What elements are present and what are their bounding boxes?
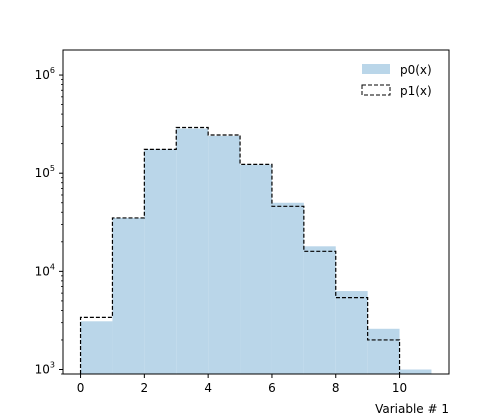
p1-step-line bbox=[79, 126, 401, 374]
p0-bar bbox=[176, 128, 209, 374]
x-tick-label: 4 bbox=[204, 381, 212, 395]
p0-bar bbox=[271, 202, 304, 374]
p0-bar bbox=[303, 246, 336, 374]
legend-label-p1: p1(x) bbox=[400, 84, 432, 98]
p0-bar bbox=[80, 321, 113, 374]
y-tick-label: 106 bbox=[35, 66, 55, 82]
x-tick-label: 2 bbox=[141, 381, 149, 395]
y-tick-label: 103 bbox=[35, 361, 55, 377]
x-tick-label: 0 bbox=[77, 381, 85, 395]
legend-label-p0: p0(x) bbox=[400, 63, 432, 77]
x-axis-label: Variable # 1 bbox=[375, 402, 449, 416]
x-tick-label: 10 bbox=[392, 381, 407, 395]
p0-bar bbox=[399, 369, 432, 374]
x-tick-label: 8 bbox=[332, 381, 340, 395]
y-tick-label: 105 bbox=[35, 164, 55, 180]
x-axis: 0 2 4 6 8 10 bbox=[77, 374, 407, 395]
y-tick-label: 104 bbox=[35, 262, 55, 278]
p0-bar bbox=[240, 164, 272, 374]
p0-bar bbox=[144, 149, 177, 374]
legend-swatch-p1 bbox=[361, 84, 391, 96]
legend: p0(x) p1(x) bbox=[361, 63, 432, 98]
x-tick-label: 6 bbox=[268, 381, 276, 395]
y-axis: 103 104 105 106 bbox=[35, 66, 63, 377]
p0-bar bbox=[208, 135, 241, 374]
p0-bar bbox=[112, 217, 145, 374]
legend-swatch-p0 bbox=[362, 64, 390, 74]
p0-bar bbox=[367, 328, 400, 374]
plot-area bbox=[79, 126, 432, 374]
p0-bar bbox=[335, 291, 368, 374]
